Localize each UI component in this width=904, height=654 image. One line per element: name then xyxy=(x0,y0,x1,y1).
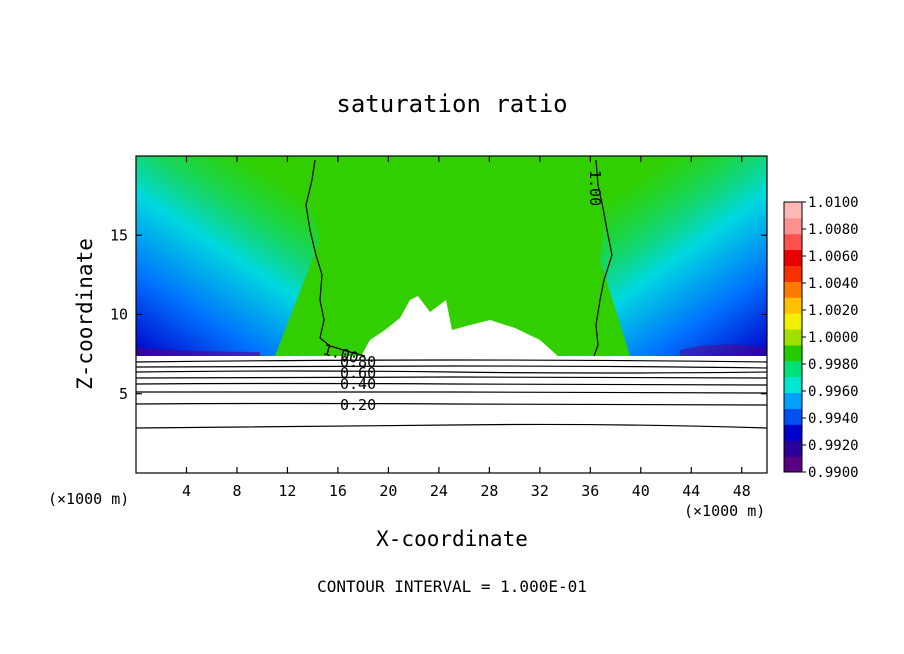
x-unit-left: (×1000 m) xyxy=(48,490,129,508)
colorbar-label: 1.0020 xyxy=(808,303,859,319)
contour-1-00-left xyxy=(305,159,366,357)
colorbar-swatch xyxy=(784,440,802,457)
colorbar-swatch xyxy=(784,297,802,314)
left-dry-region xyxy=(136,156,320,356)
colorbar-label: 0.9920 xyxy=(808,438,859,454)
x-tick-label: 28 xyxy=(480,482,498,500)
cloud-void xyxy=(360,296,560,358)
contour-0-40 xyxy=(136,382,767,386)
x-tick-label: 12 xyxy=(278,482,296,500)
x-tick-label: 44 xyxy=(682,482,700,500)
contour-0-80 xyxy=(136,359,767,363)
colorbar-swatch xyxy=(784,281,802,298)
purple-edge xyxy=(136,348,260,358)
x-tick-label: 36 xyxy=(581,482,599,500)
contour-0-60 xyxy=(136,370,767,374)
y-ticks: 5 10 15 xyxy=(110,226,767,403)
y-axis-label: Z-coordinate xyxy=(73,238,97,390)
contour-0-70 xyxy=(136,365,767,369)
chart-title: saturation ratio xyxy=(336,90,567,118)
contour-0-20 xyxy=(136,402,767,406)
colorbar-swatch xyxy=(784,233,802,251)
colorbar-label: 0.9940 xyxy=(808,411,859,427)
x-tick-label: 4 xyxy=(182,482,191,500)
colorbar-swatch xyxy=(784,344,802,362)
colorbar-swatch xyxy=(784,249,802,267)
colorbar-swatch xyxy=(784,360,802,378)
x-tick-label: 48 xyxy=(733,482,751,500)
contour-0-10 xyxy=(136,423,767,429)
colorbar-swatch xyxy=(784,217,802,235)
contour-label-0-20: 0.20 xyxy=(340,396,376,414)
contour-labels: 1.00 1.00 0.80 0.60 0.40 0.20 xyxy=(321,170,604,414)
contour-0-30 xyxy=(136,391,767,394)
right-dry-region xyxy=(600,156,767,356)
colorbar-label: 1.0060 xyxy=(808,249,859,265)
contour-label-0-80: 0.80 xyxy=(340,353,376,371)
colorbar-swatch xyxy=(784,392,802,409)
purple-edge-right xyxy=(680,344,767,358)
colorbar-label: 1.0040 xyxy=(808,276,859,292)
heatmap-field xyxy=(136,156,767,473)
colorbar: 1.0100 1.0080 1.0060 1.0040 1.0020 1.0000 0.99… xyxy=(783,195,859,481)
x-tick-label: 24 xyxy=(430,482,448,500)
colorbar-swatch xyxy=(784,408,802,425)
y-tick-label: 5 xyxy=(119,385,128,403)
x-tick-label: 32 xyxy=(531,482,549,500)
contour-lines xyxy=(136,159,767,429)
contour-1-00-right xyxy=(593,159,613,357)
colorbar-swatch xyxy=(784,265,802,282)
colorbar-label: 0.9960 xyxy=(808,384,859,400)
colorbar-label: 0.9900 xyxy=(808,465,859,481)
contour-label-1-00-right: 1.00 xyxy=(586,170,604,206)
x-ticks: 4 8 12 16 20 24 28 32 36 40 44 48 xyxy=(182,156,751,500)
colorbar-swatch xyxy=(784,313,802,330)
y-tick-label: 15 xyxy=(110,226,128,244)
x-tick-label: 16 xyxy=(329,482,347,500)
colorbar-swatch xyxy=(784,329,802,346)
colorbar-swatch xyxy=(784,424,802,441)
colorbar-label: 1.0080 xyxy=(808,222,859,238)
x-tick-label: 40 xyxy=(632,482,650,500)
colorbar-label: 1.0100 xyxy=(808,195,859,211)
lower-void xyxy=(136,356,767,473)
x-axis-label: X-coordinate xyxy=(376,527,528,551)
colorbar-swatch xyxy=(784,376,802,394)
x-tick-label: 20 xyxy=(379,482,397,500)
x-tick-label: 8 xyxy=(232,482,241,500)
colorbar-label: 1.0000 xyxy=(808,330,859,346)
colorbar-swatch xyxy=(784,202,802,219)
contour-label-0-40: 0.40 xyxy=(340,375,376,393)
contour-label-0-60: 0.60 xyxy=(340,364,376,382)
x-unit-right: (×1000 m) xyxy=(684,502,765,520)
y-tick-label: 10 xyxy=(110,306,128,324)
colorbar-swatch xyxy=(784,456,802,473)
contour-0-50 xyxy=(136,376,767,379)
colorbar-label: 0.9980 xyxy=(808,357,859,373)
footer-text: CONTOUR INTERVAL = 1.000E-01 xyxy=(317,577,587,596)
